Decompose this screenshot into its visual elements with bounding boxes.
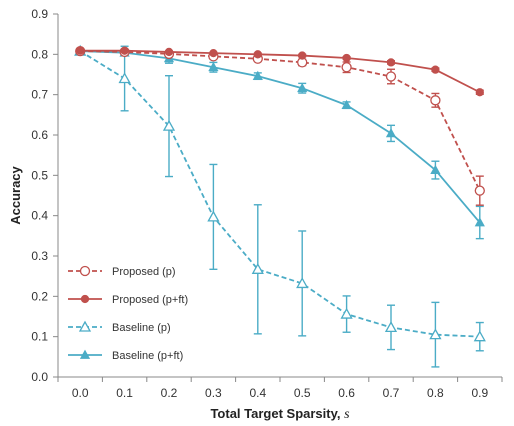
x-tick-label: 0.3	[205, 386, 222, 400]
data-point	[76, 46, 85, 55]
x-tick-label: 0.8	[427, 386, 444, 400]
x-tick-label: 0.5	[294, 386, 311, 400]
data-point	[252, 70, 263, 80]
legend-item: Baseline (p+ft)	[68, 349, 183, 362]
series-layer	[74, 44, 486, 368]
y-tick-label: 0.8	[31, 47, 48, 61]
data-point	[296, 277, 309, 289]
axes: 0.0 0.1 0.2 0.3 0.4 0.5 0.6 0.7 0.8 0.9 0.0 0.1 0.2 0…	[8, 7, 503, 422]
data-point	[429, 328, 442, 340]
legend-label: Proposed (p)	[112, 266, 176, 278]
data-point	[297, 82, 308, 93]
x-tick-label: 0.2	[161, 386, 178, 400]
series-line	[80, 49, 481, 94]
data-point	[431, 65, 440, 74]
data-point	[430, 95, 441, 106]
y-tick-label: 0.0	[31, 370, 48, 384]
data-point	[384, 321, 398, 333]
data-point	[341, 62, 352, 73]
data-point	[340, 307, 353, 319]
y-tick-label: 0.7	[31, 88, 48, 102]
data-point	[474, 185, 485, 196]
x-tick-label: 0.4	[249, 386, 266, 400]
data-point	[120, 46, 129, 55]
x-tick-label: 0.7	[383, 386, 400, 400]
series-baseline-p	[74, 44, 486, 368]
legend-label: Baseline (p)	[112, 322, 171, 334]
data-point	[209, 48, 218, 58]
series-proposed-p	[75, 45, 485, 206]
data-point	[251, 262, 264, 274]
data-point	[253, 50, 262, 59]
series-line	[80, 50, 481, 224]
legend-swatch-marker	[78, 320, 92, 332]
y-tick-label: 0.3	[31, 249, 48, 263]
data-point	[385, 128, 397, 138]
x-tick-label: 0.0	[72, 386, 89, 400]
x-axis-variable: s	[344, 407, 350, 422]
data-point	[208, 61, 219, 72]
y-tick-label: 0.1	[31, 330, 48, 344]
data-point	[207, 210, 220, 222]
legend-swatch-marker	[79, 349, 91, 359]
series-line	[79, 50, 480, 338]
y-tick-label: 0.4	[31, 209, 48, 223]
data-point	[474, 217, 485, 227]
series-line	[80, 50, 481, 192]
y-tick-label: 0.6	[31, 128, 48, 142]
y-tick-label: 0.5	[31, 168, 48, 182]
y-tick-label: 0.2	[31, 289, 48, 303]
legend-swatch-marker	[80, 294, 90, 304]
y-axis-title: Accuracy	[8, 165, 23, 224]
data-point	[475, 88, 484, 97]
legend-item: Proposed (p)	[68, 265, 176, 278]
legend-label: Baseline (p+ft)	[112, 350, 183, 362]
x-tick-label: 0.1	[116, 386, 133, 400]
x-tick-label: 0.9	[471, 386, 488, 400]
legend: Proposed (p) Proposed (p+ft) Baseline (p) B…	[68, 265, 188, 362]
data-point	[298, 51, 307, 60]
x-axis-title: Total Target Sparsity, s	[210, 406, 350, 422]
legend-item: Proposed (p+ft)	[68, 294, 188, 306]
x-tick-label: 0.6	[338, 386, 355, 400]
legend-item: Baseline (p)	[68, 320, 171, 334]
legend-swatch-marker	[79, 265, 91, 277]
data-point	[342, 53, 351, 63]
data-point	[430, 164, 441, 174]
y-tick-label: 0.9	[31, 7, 48, 21]
series-proposed-p-ft	[76, 46, 484, 97]
data-point	[118, 72, 131, 84]
data-point	[385, 71, 397, 82]
data-point	[164, 47, 174, 57]
legend-label: Proposed (p+ft)	[112, 294, 188, 306]
data-point	[473, 330, 486, 342]
data-point	[341, 99, 352, 110]
data-point	[162, 119, 176, 131]
data-point	[386, 58, 396, 67]
